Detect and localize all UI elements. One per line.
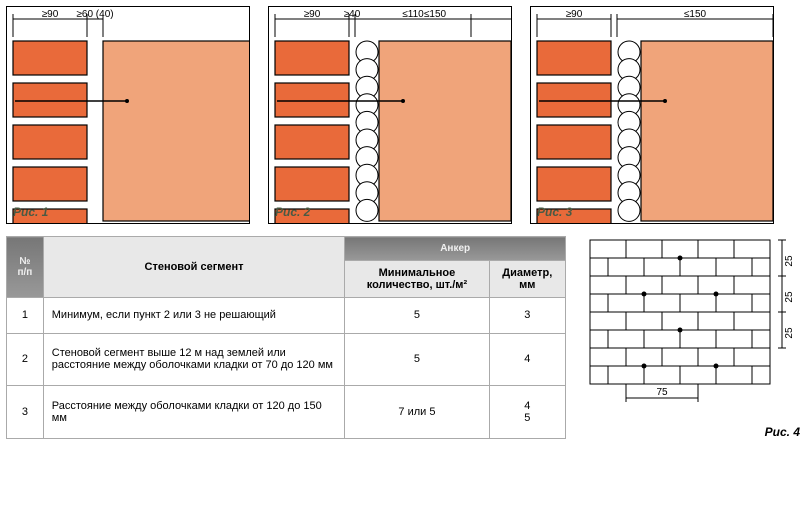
figure-1: ≥90 ≥60 (40) Рис. 1 xyxy=(6,6,250,224)
figure-2-label: Рис. 2 xyxy=(275,205,310,219)
cell-num: 2 xyxy=(7,333,44,386)
table-row: 2Стеновой сегмент выше 12 м над землей и… xyxy=(7,333,566,386)
cell-min-qty: 5 xyxy=(345,333,489,386)
cell-segment: Стеновой сегмент выше 12 м над землей ил… xyxy=(43,333,345,386)
svg-text:25: 25 xyxy=(784,291,795,303)
th-min-qty: Минимальное количество, шт./м² xyxy=(345,261,489,298)
figure-3-label: Рис. 3 xyxy=(537,205,572,219)
table-row: 3Расстояние между оболочками кладки от 1… xyxy=(7,386,566,439)
svg-text:≥90: ≥90 xyxy=(566,9,583,20)
cell-diameter: 4 xyxy=(489,333,565,386)
svg-text:≤110: ≤110 xyxy=(402,9,424,20)
figure-1-label: Рис. 1 xyxy=(13,205,48,219)
cell-num: 1 xyxy=(7,298,44,334)
cell-segment: Минимум, если пункт 2 или 3 не решающий xyxy=(43,298,345,334)
th-segment: Стеновой сегмент xyxy=(43,237,345,298)
svg-text:≤150: ≤150 xyxy=(424,9,447,20)
table-row: 1Минимум, если пункт 2 или 3 не решающий… xyxy=(7,298,566,334)
figure-2: ≥90 ≥40 ≤110≤150 Рис. 2 xyxy=(268,6,512,224)
cell-min-qty: 5 xyxy=(345,298,489,334)
anchor-table: № п/п Стеновой сегмент Анкер Минимальное… xyxy=(6,236,566,439)
svg-text:75: 75 xyxy=(656,387,668,398)
cell-diameter: 3 xyxy=(489,298,565,334)
svg-text:≥60 (40): ≥60 (40) xyxy=(76,9,113,20)
figure-4-label: Рис. 4 xyxy=(765,425,800,439)
th-diameter: Диаметр, мм xyxy=(489,261,565,298)
svg-text:≥90: ≥90 xyxy=(42,9,59,20)
svg-text:≥90: ≥90 xyxy=(304,9,321,20)
th-num: № п/п xyxy=(7,237,44,298)
svg-text:≥40: ≥40 xyxy=(344,9,361,20)
cell-diameter: 4 5 xyxy=(489,386,565,439)
cell-segment: Расстояние между оболочками кладки от 12… xyxy=(43,386,345,439)
th-anchor: Анкер xyxy=(345,237,566,261)
bottom-row: № п/п Стеновой сегмент Анкер Минимальное… xyxy=(6,236,806,439)
cell-num: 3 xyxy=(7,386,44,439)
svg-text:25: 25 xyxy=(784,255,795,267)
svg-text:25: 25 xyxy=(784,327,795,339)
figure-3: ≥90 ≤150 Рис. 3 xyxy=(530,6,774,224)
figures-row: ≥90≥60 (40) Рис. 1 ≥90≥40≤110≤150 Рис. 2… xyxy=(6,6,806,224)
cell-min-qty: 7 или 5 xyxy=(345,386,489,439)
figure-4: 75 25 25 25 Рис. 4 xyxy=(586,236,806,439)
svg-text:≤150: ≤150 xyxy=(684,9,707,20)
